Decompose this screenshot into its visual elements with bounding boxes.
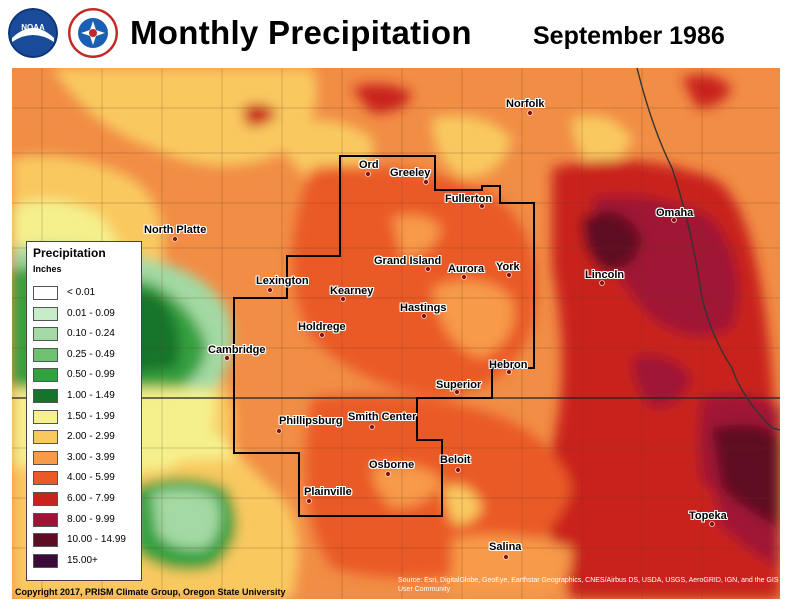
legend-swatch <box>33 492 58 506</box>
copyright-text: Copyright 2017, PRISM Climate Group, Ore… <box>15 587 286 597</box>
attribution-text: Source: Esri, DigitalGlobe, GeoEye, Eart… <box>398 577 779 593</box>
legend-swatch <box>33 450 58 465</box>
city-label: Plainville <box>304 486 352 498</box>
noaa-logo-icon: NOAA <box>8 8 58 58</box>
city-label: Holdrege <box>298 321 346 333</box>
river-line <box>636 68 780 431</box>
legend-label: 6.00 - 7.99 <box>67 493 115 504</box>
city-label: Omaha <box>656 207 694 219</box>
city-label: Beloit <box>440 454 471 466</box>
legend-label: 4.00 - 5.99 <box>67 472 115 484</box>
legend-label: 1.50 - 1.99 <box>67 410 115 422</box>
legend-label: 2.00 - 2.99 <box>67 431 115 443</box>
legend-label: 1.00 - 1.49 <box>67 390 115 401</box>
legend-label: < 0.01 <box>67 287 96 298</box>
page-title: Monthly Precipitation <box>130 14 472 51</box>
header: NOAA Monthly Precipitation September 198… <box>0 0 792 68</box>
city-label: North Platte <box>144 224 207 236</box>
city-label: York <box>496 261 520 273</box>
noaa-logo-text: NOAA <box>21 23 45 32</box>
legend-label: 8.00 - 9.99 <box>67 513 115 525</box>
legend-label: 3.00 - 3.99 <box>67 451 115 463</box>
city-label: Hebron <box>489 359 528 371</box>
legend-swatch <box>33 306 58 321</box>
city-label: Greeley <box>390 167 431 179</box>
city-label: Lexington <box>256 275 309 287</box>
legend-swatch <box>33 471 58 486</box>
legend-swatch <box>33 553 58 568</box>
legend-swatch <box>33 347 58 362</box>
legend-swatch <box>33 409 58 424</box>
city-label: Cambridge <box>208 344 266 356</box>
city-label: Fullerton <box>445 193 493 205</box>
legend-title: Precipitation <box>33 246 106 260</box>
legend-label: 15.00+ <box>67 554 98 566</box>
city-label: Smith Center <box>348 411 417 423</box>
legend-swatch <box>33 533 58 548</box>
city-label: Aurora <box>448 263 485 275</box>
legend-label: 0.10 - 0.24 <box>67 328 115 340</box>
legend-swatch <box>33 430 58 445</box>
city-label: Osborne <box>369 459 415 471</box>
legend-swatch <box>33 368 58 383</box>
city-label: Kearney <box>330 285 374 297</box>
city-label: Grand Island <box>374 255 442 267</box>
city-label: Lincoln <box>585 269 625 281</box>
forecast-area-boundary <box>233 155 535 517</box>
city-label: Superior <box>436 379 482 391</box>
legend-label: 0.50 - 0.99 <box>67 369 115 381</box>
city-label: Topeka <box>689 510 727 522</box>
legend-label: 10.00 - 14.99 <box>67 534 126 546</box>
legend-swatch <box>33 286 58 300</box>
legend-swatch <box>33 389 58 403</box>
city-label: Hastings <box>400 302 447 314</box>
date-label: September 1986 <box>533 22 725 50</box>
city-label: Phillipsburg <box>279 415 343 427</box>
legend-swatch <box>33 327 58 342</box>
city-label: Norfolk <box>506 98 545 110</box>
legend-label: 0.25 - 0.49 <box>67 348 115 360</box>
city-label: Ord <box>359 159 379 171</box>
legend-units: Inches <box>33 264 62 274</box>
legend-label: 0.01 - 0.09 <box>67 307 115 319</box>
city-label: Salina <box>489 541 522 553</box>
legend-swatch <box>33 512 58 527</box>
legend: Precipitation Inches < 0.01 0.01 - 0.09 0.… <box>26 241 142 581</box>
nws-logo-icon <box>68 8 118 58</box>
